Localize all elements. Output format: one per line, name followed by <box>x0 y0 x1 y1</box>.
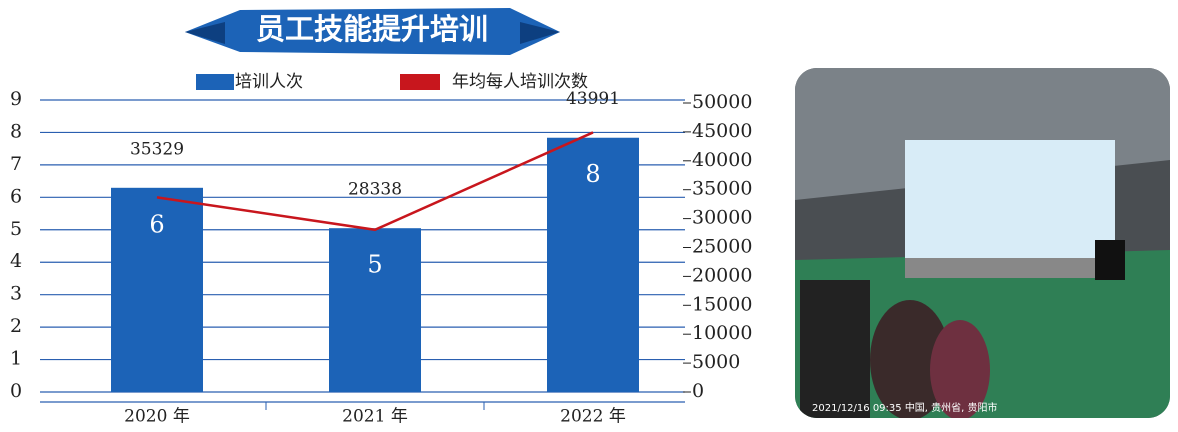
bar-label: 43991 <box>566 89 620 109</box>
bar <box>329 228 421 392</box>
bar <box>111 187 203 392</box>
y2-tick-label: 15000 <box>692 293 752 315</box>
legend-swatch <box>400 74 440 90</box>
bar-label: 35329 <box>130 139 184 159</box>
photo-caption: 2021/12/16 09:35 中国, 贵州省, 贵阳市 <box>812 401 998 414</box>
y2-tick-label: 30000 <box>692 207 752 229</box>
legend-label: 年均每人培训次数 <box>452 72 588 92</box>
x-tick-label: 2021 年 <box>342 407 408 427</box>
y-tick-label: 6 <box>10 185 22 207</box>
y-tick-label: 2 <box>10 315 22 337</box>
bar-label: 28338 <box>348 180 402 200</box>
line-label: 8 <box>585 160 600 188</box>
y-tick-label: 7 <box>10 153 22 175</box>
y-tick-label: 9 <box>10 88 22 110</box>
y-tick-label: 0 <box>10 380 22 402</box>
y2-tick-label: 45000 <box>692 120 752 142</box>
line <box>156 131 594 232</box>
y-tick-label: 8 <box>10 120 22 142</box>
title-banner <box>185 8 560 55</box>
y2-tick-label: 35000 <box>692 178 752 200</box>
y-tick-label: 3 <box>10 283 22 305</box>
y2-tick-label: 20000 <box>692 264 752 286</box>
legend-label: 培训人次 <box>235 72 303 92</box>
y2-tick-label: 5000 <box>692 351 740 373</box>
legend-swatch <box>196 74 234 90</box>
y-tick-label: 5 <box>10 218 22 240</box>
x-tick-label: 2020 年 <box>124 407 190 427</box>
y2-tick-label: 40000 <box>692 149 752 171</box>
bar <box>547 137 639 392</box>
y2-tick-label: 10000 <box>692 322 752 344</box>
x-tick-label: 2022 年 <box>560 407 626 427</box>
y2-tick-label: 50000 <box>692 91 752 113</box>
chart-title: 员工技能提升培训 <box>256 12 488 46</box>
line-label: 6 <box>149 210 164 238</box>
y2-tick-label: 25000 <box>692 236 752 258</box>
y-tick-label: 4 <box>10 250 22 272</box>
line-label: 5 <box>367 251 382 279</box>
y-tick-label: 1 <box>10 348 22 370</box>
y2-tick-label: 0 <box>692 380 704 402</box>
photo <box>795 68 1170 418</box>
